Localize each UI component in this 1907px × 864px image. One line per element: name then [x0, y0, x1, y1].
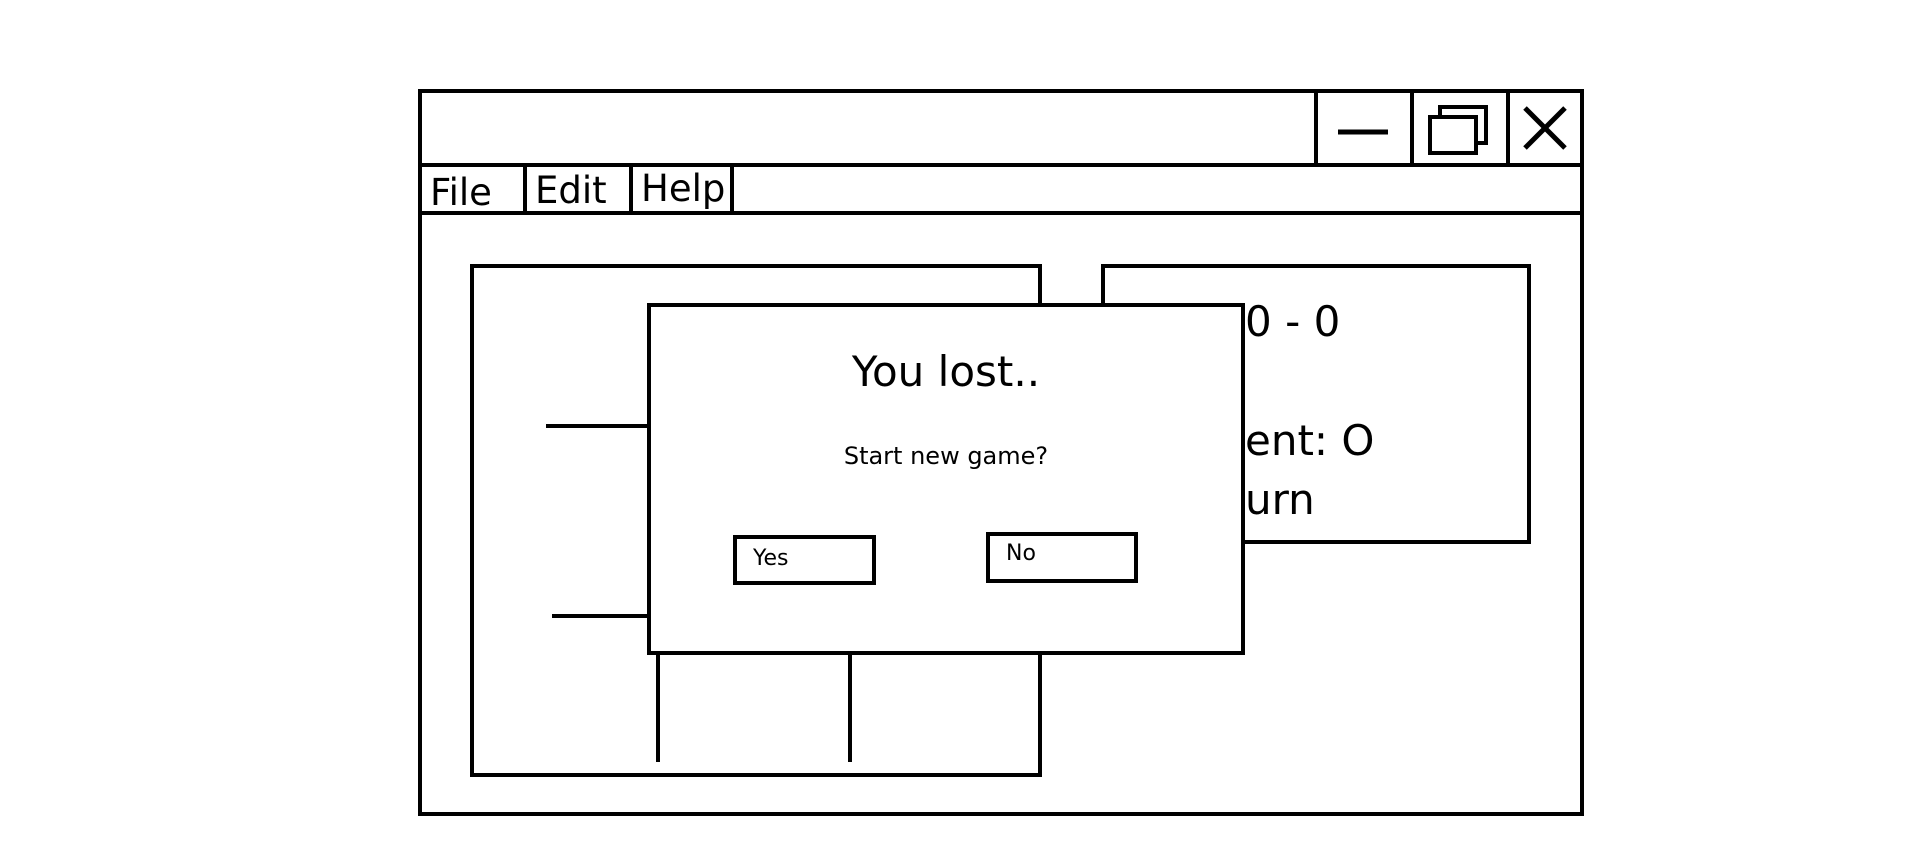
game-over-dialog: You lost.. Start new game? Yes No	[647, 303, 1245, 655]
maximize-button[interactable]	[1410, 93, 1506, 165]
menu-help[interactable]: Help	[633, 167, 734, 211]
title-bar	[422, 93, 1314, 163]
menu-file[interactable]: File	[422, 167, 527, 214]
opponent-text: ent: O	[1245, 416, 1375, 465]
title-bar-divider	[422, 163, 1580, 167]
menu-bar-divider	[422, 211, 1580, 215]
minimize-icon	[1338, 129, 1388, 135]
turn-text: urn	[1245, 475, 1315, 524]
menu-edit[interactable]: Edit	[527, 167, 633, 212]
close-button[interactable]	[1506, 93, 1580, 165]
app-window: File Edit Help 0 - 0 ent: O urn You lost…	[418, 89, 1584, 816]
yes-button[interactable]: Yes	[733, 535, 876, 585]
dialog-title: You lost..	[851, 347, 1041, 396]
no-button[interactable]: No	[986, 532, 1138, 583]
minimize-button[interactable]	[1314, 93, 1410, 165]
maximize-icon	[1428, 105, 1488, 155]
score-text: 0 - 0	[1245, 297, 1341, 346]
dialog-message: Start new game?	[843, 442, 1049, 470]
close-icon	[1523, 106, 1567, 150]
